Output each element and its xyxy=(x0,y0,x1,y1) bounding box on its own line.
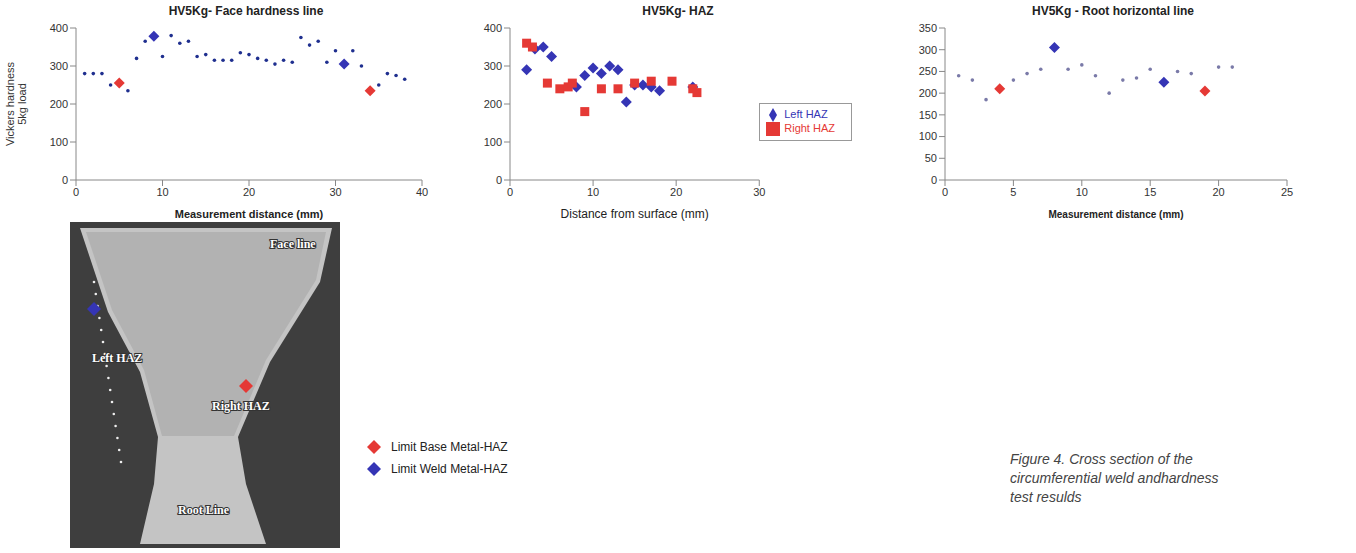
svg-text:100: 100 xyxy=(919,130,937,142)
svg-text:20: 20 xyxy=(243,186,255,198)
svg-text:Vickers hardness5kg load: Vickers hardness5kg load xyxy=(4,61,28,146)
svg-text:5: 5 xyxy=(1010,186,1016,198)
svg-text:0: 0 xyxy=(496,174,502,186)
svg-text:0: 0 xyxy=(73,186,79,198)
svg-text:10: 10 xyxy=(1076,186,1088,198)
html-text:Figure 4. Cross section of the: Figure 4. Cross section of the circumfer… xyxy=(1010,451,1219,505)
html-text:Right HAZ: Right HAZ xyxy=(784,122,835,134)
svg-text:15: 15 xyxy=(1144,186,1156,198)
svg-text:100: 100 xyxy=(50,136,68,148)
html-text:Limit Base Metal-HAZ: Limit Base Metal-HAZ xyxy=(391,440,508,454)
svg-text:0: 0 xyxy=(62,174,68,186)
svg-text:50: 50 xyxy=(925,152,937,164)
html-text:HV5Kg - Root horizontal line: HV5Kg - Root horizontal line xyxy=(1032,4,1194,18)
svg-text:300: 300 xyxy=(50,60,68,72)
svg-text:20: 20 xyxy=(670,186,682,198)
svg-text:200: 200 xyxy=(484,98,502,110)
html-text:Limit Weld Metal-HAZ: Limit Weld Metal-HAZ xyxy=(391,462,508,476)
svg-text:Measurement distance (mm): Measurement distance (mm) xyxy=(175,208,324,220)
svg-text:10: 10 xyxy=(587,186,599,198)
svg-text:200: 200 xyxy=(50,98,68,110)
svg-text:Right HAZ: Right HAZ xyxy=(212,399,270,413)
html-text:Left HAZ: Left HAZ xyxy=(784,107,828,120)
svg-text:250: 250 xyxy=(919,65,937,77)
svg-text:Measurement distance (mm): Measurement distance (mm) xyxy=(1048,209,1183,220)
svg-text:0: 0 xyxy=(931,174,937,186)
svg-text:400: 400 xyxy=(484,22,502,34)
svg-text:100: 100 xyxy=(484,136,502,148)
svg-text:350: 350 xyxy=(919,22,937,34)
svg-text:30: 30 xyxy=(753,186,765,198)
svg-text:40: 40 xyxy=(416,186,428,198)
svg-text:25: 25 xyxy=(1281,186,1293,198)
svg-text:200: 200 xyxy=(919,87,937,99)
svg-text:0: 0 xyxy=(507,186,513,198)
html-text:HV5Kg- HAZ: HV5Kg- HAZ xyxy=(642,4,714,18)
html-text:HV5Kg- Face hardness line: HV5Kg- Face hardness line xyxy=(168,4,324,18)
svg-text:0: 0 xyxy=(942,186,948,198)
svg-text:Left HAZ: Left HAZ xyxy=(92,351,142,365)
svg-text:400: 400 xyxy=(50,22,68,34)
svg-text:Face line: Face line xyxy=(270,237,316,251)
svg-text:30: 30 xyxy=(329,186,341,198)
svg-text:20: 20 xyxy=(1212,186,1224,198)
svg-text:10: 10 xyxy=(156,186,168,198)
svg-text:Root Line: Root Line xyxy=(178,503,230,517)
svg-text:300: 300 xyxy=(484,60,502,72)
svg-text:Distance from surface (mm): Distance from surface (mm) xyxy=(561,207,709,221)
svg-text:150: 150 xyxy=(919,109,937,121)
svg-text:300: 300 xyxy=(919,44,937,56)
